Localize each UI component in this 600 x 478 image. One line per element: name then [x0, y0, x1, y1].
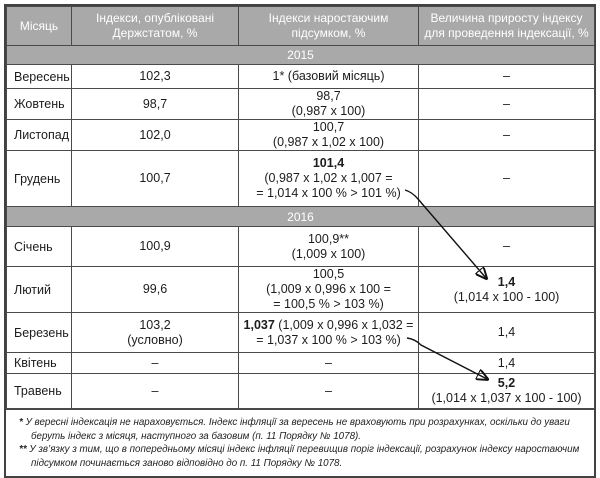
year-band-2015: 2015 — [6, 45, 595, 65]
cell-growth: 1,4 — [418, 352, 595, 374]
cell-month: Жовтень — [6, 88, 72, 120]
cell-cumulative: 1* (базовий місяць) — [238, 64, 419, 89]
cell-growth: – — [418, 226, 595, 267]
cell-cumulative: 98,7 (0,987 х 100) — [238, 88, 419, 120]
cell-month: Вересень — [6, 64, 72, 89]
year-band-2016: 2016 — [6, 206, 595, 227]
table-row-october: Жовтень 98,7 98,7 (0,987 х 100) – — [6, 88, 595, 120]
table-row-december: Грудень 100,7 101,4 (0,987 х 1,02 х 1,00… — [6, 150, 595, 207]
indexation-table: Місяць Індекси, опубліковані Держстатом,… — [6, 6, 595, 409]
table-row-november: Листопад 102,0 100,7 (0,987 х 1,02 х 100… — [6, 119, 595, 151]
year-label: 2015 — [6, 45, 595, 65]
col-header-month: Місяць — [6, 6, 72, 46]
col-header-cumulative: Індекси наростаючим підсумком, % — [238, 6, 419, 46]
table-row-january: Січень 100,9 100,9** (1,009 х 100) – — [6, 226, 595, 267]
cell-month: Березень — [6, 312, 72, 353]
cell-cumulative: – — [238, 373, 419, 409]
table-row-september: Вересень 102,3 1* (базовий місяць) – — [6, 64, 595, 89]
cell-month: Травень — [6, 373, 72, 409]
col-header-published: Індекси, опубліковані Держстатом, % — [71, 6, 239, 46]
table-row-march: Березень 103,2 (условно) 1,037 (1,009 х … — [6, 312, 595, 353]
cell-published: 100,9 — [71, 226, 239, 267]
cell-growth: – — [418, 119, 595, 151]
table-row-april: Квітень – – 1,4 — [6, 352, 595, 374]
cell-published: 103,2 (условно) — [71, 312, 239, 353]
cell-month: Січень — [6, 226, 72, 267]
cell-month: Лютий — [6, 266, 72, 313]
indexation-table-frame: Місяць Індекси, опубліковані Держстатом,… — [4, 4, 596, 478]
cell-published: – — [71, 373, 239, 409]
cell-month: Листопад — [6, 119, 72, 151]
cell-cumulative: – — [238, 352, 419, 374]
cell-cumulative: 100,9** (1,009 х 100) — [238, 226, 419, 267]
table-row-february: Лютий 99,6 100,5 (1,009 х 0,996 х 100 = … — [6, 266, 595, 313]
cell-cumulative: 101,4 (0,987 х 1,02 х 1,007 = = 1,014 х … — [238, 150, 419, 207]
header-row: Місяць Індекси, опубліковані Держстатом,… — [6, 6, 595, 46]
year-label: 2016 — [6, 206, 595, 227]
cell-published: 99,6 — [71, 266, 239, 313]
cell-published: – — [71, 352, 239, 374]
table-row-may: Травень – – 5,2 (1,014 х 1,037 х 100 - 1… — [6, 373, 595, 409]
footnote-1: * У вересні індексація не нараховується.… — [19, 417, 570, 442]
footnote-marker: * — [19, 417, 23, 428]
cell-cumulative: 1,037 (1,009 х 0,996 х 1,032 = = 1,037 х… — [238, 312, 419, 353]
cell-cumulative: 100,5 (1,009 х 0,996 х 100 = = 100,5 % >… — [238, 266, 419, 313]
cell-cumulative: 100,7 (0,987 х 1,02 х 100) — [238, 119, 419, 151]
cell-growth: – — [418, 88, 595, 120]
cell-published: 102,0 — [71, 119, 239, 151]
cell-published: 98,7 — [71, 88, 239, 120]
cell-published: 102,3 — [71, 64, 239, 89]
footnotes: * У вересні індексація не нараховується.… — [6, 409, 594, 476]
footnote-2: ** У зв’язку з тим, що в попередньому мі… — [19, 444, 580, 470]
cell-growth: – — [418, 64, 595, 89]
cell-month: Грудень — [6, 150, 72, 207]
cell-growth: 1,4 — [418, 312, 595, 353]
footnote-marker: ** — [19, 444, 27, 456]
cell-growth: 5,2 (1,014 х 1,037 х 100 - 100) — [418, 373, 595, 409]
cell-growth: 1,4 (1,014 х 100 - 100) — [418, 266, 595, 313]
cell-month: Квітень — [6, 352, 72, 374]
col-header-growth: Величина приросту індексу для проведення… — [418, 6, 595, 46]
cell-published: 100,7 — [71, 150, 239, 207]
cell-growth: – — [418, 150, 595, 207]
